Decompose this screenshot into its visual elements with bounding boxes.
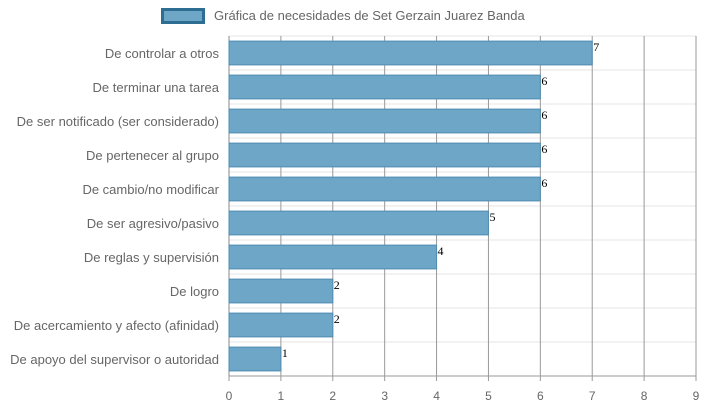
bar: [228, 108, 541, 134]
legend-swatch[interactable]: [161, 8, 205, 24]
x-tick-label: 9: [693, 389, 700, 403]
x-tick-label: 3: [381, 389, 388, 403]
data-label: 6: [541, 142, 547, 156]
x-tick-label: 8: [641, 389, 648, 403]
bar: [228, 74, 541, 100]
category-label: De apoyo del supervisor o autoridad: [10, 352, 219, 367]
bar: [228, 142, 541, 168]
x-tick-label: 4: [433, 389, 440, 403]
data-label: 6: [541, 74, 547, 88]
x-tick-label: 2: [329, 389, 336, 403]
bar: [228, 40, 593, 66]
bar: [228, 278, 334, 304]
data-label: 5: [489, 210, 495, 224]
bar: [228, 346, 282, 372]
data-label: 1: [282, 346, 288, 360]
bar: [228, 312, 334, 338]
data-label: 4: [438, 244, 444, 258]
category-label: De reglas y supervisión: [84, 250, 219, 265]
data-label: 2: [334, 312, 340, 326]
category-label: De ser notificado (ser considerado): [17, 114, 219, 129]
category-label: De cambio/no modificar: [82, 182, 219, 197]
x-tick-label: 0: [226, 389, 233, 403]
x-tick-label: 5: [485, 389, 492, 403]
category-label: De logro: [170, 284, 219, 299]
data-label: 2: [334, 278, 340, 292]
bar: [228, 176, 541, 202]
category-label: De controlar a otros: [105, 46, 220, 61]
x-tick-label: 1: [278, 389, 285, 403]
bar: [228, 244, 438, 270]
x-tick-label: 6: [537, 389, 544, 403]
legend-label[interactable]: Gráfica de necesidades de Set Gerzain Ju…: [214, 8, 525, 23]
data-label: 6: [541, 176, 547, 190]
data-label: 7: [593, 40, 599, 54]
category-label: De acercamiento y afecto (afinidad): [14, 318, 219, 333]
category-label: De pertenecer al grupo: [86, 148, 219, 163]
bar: [228, 210, 489, 236]
category-label: De terminar una tarea: [93, 80, 220, 95]
x-tick-label: 7: [589, 389, 596, 403]
category-label: De ser agresivo/pasivo: [87, 216, 219, 231]
data-label: 6: [541, 108, 547, 122]
